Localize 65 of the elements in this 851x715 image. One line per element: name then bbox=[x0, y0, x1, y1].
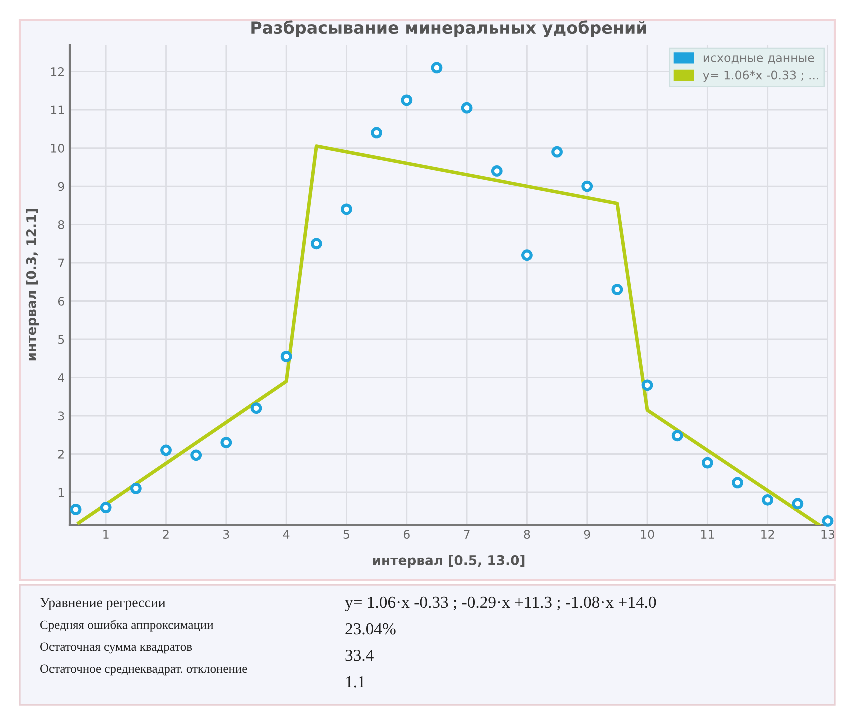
y-tick-label: 3 bbox=[58, 412, 64, 421]
point bbox=[822, 515, 834, 527]
y-axis-title: интервал [0.3, 12.1] bbox=[26, 209, 40, 361]
point bbox=[341, 204, 352, 216]
x-tick-label: 1 bbox=[104, 530, 109, 539]
y-tick-label: 9 bbox=[58, 182, 64, 192]
x-tick-label: 13 bbox=[822, 530, 835, 539]
point bbox=[552, 146, 563, 158]
y-tick-label: 5 bbox=[58, 335, 64, 344]
y-tick-label: 4 bbox=[58, 374, 64, 382]
text: 33.4 bbox=[346, 650, 374, 662]
y-tick-label: 10 bbox=[51, 144, 64, 153]
y-tick-label: 8 bbox=[58, 220, 64, 230]
point bbox=[280, 351, 292, 362]
y-tick-label: 2 bbox=[58, 450, 64, 459]
text: Остаточное среднеквадрат. отклонение bbox=[40, 664, 248, 676]
x-axis-title: интервал [0.5, 13.0] bbox=[373, 555, 525, 568]
point bbox=[190, 450, 202, 462]
text: 1.1 bbox=[346, 676, 365, 688]
y-tick-label: 6 bbox=[58, 296, 64, 306]
x-tick-label: 3 bbox=[224, 530, 230, 539]
point bbox=[431, 62, 443, 74]
point bbox=[522, 250, 533, 262]
x-tick-label: 7 bbox=[464, 530, 470, 539]
point bbox=[461, 102, 473, 114]
point bbox=[160, 444, 172, 456]
x-tick-label: 9 bbox=[584, 530, 590, 539]
line-series bbox=[77, 144, 821, 525]
legend-label: y= 1.06*x -0.33 ; ... bbox=[703, 70, 818, 82]
point bbox=[762, 494, 774, 506]
point bbox=[401, 94, 413, 106]
chart-title: Разбрасывание минеральных удобрений bbox=[252, 20, 646, 38]
point bbox=[130, 482, 142, 494]
point bbox=[642, 380, 654, 392]
point bbox=[612, 284, 624, 296]
text: Остаточная сумма квадратов bbox=[40, 642, 192, 654]
x-tick-label: 2 bbox=[163, 530, 169, 539]
legend-label: исходные данные bbox=[704, 56, 814, 64]
point bbox=[250, 402, 262, 414]
point bbox=[491, 166, 503, 177]
point bbox=[582, 180, 594, 192]
text: 23.04% bbox=[346, 623, 396, 635]
point bbox=[792, 498, 804, 510]
x-tick-label: 12 bbox=[762, 530, 774, 539]
point bbox=[702, 457, 714, 469]
y-tick-label: 12 bbox=[51, 67, 64, 76]
x-tick-label: 8 bbox=[524, 530, 530, 539]
y-tick-label: 7 bbox=[58, 258, 64, 268]
x-tick-label: 10 bbox=[641, 530, 654, 539]
point bbox=[100, 502, 112, 514]
point bbox=[310, 238, 322, 250]
x-tick-label: 11 bbox=[701, 530, 714, 539]
x-tick-label: 6 bbox=[404, 530, 410, 539]
text: Средняя ошибка аппроксимации bbox=[40, 620, 214, 632]
x-tick-label: 4 bbox=[283, 530, 290, 539]
y-tick-label: 1 bbox=[58, 488, 64, 497]
point bbox=[371, 127, 383, 139]
text: y= 1.06·x -0.33 ; -0.29·x +11.3 ; -1.08·x +14.0 bbox=[345, 596, 656, 612]
text: Уравнение регрессии bbox=[40, 598, 166, 610]
x-tick-label: 5 bbox=[344, 530, 350, 539]
point bbox=[672, 430, 684, 442]
y-tick-label: 11 bbox=[51, 106, 64, 115]
point bbox=[732, 477, 744, 489]
point bbox=[70, 504, 82, 516]
point bbox=[220, 437, 232, 448]
